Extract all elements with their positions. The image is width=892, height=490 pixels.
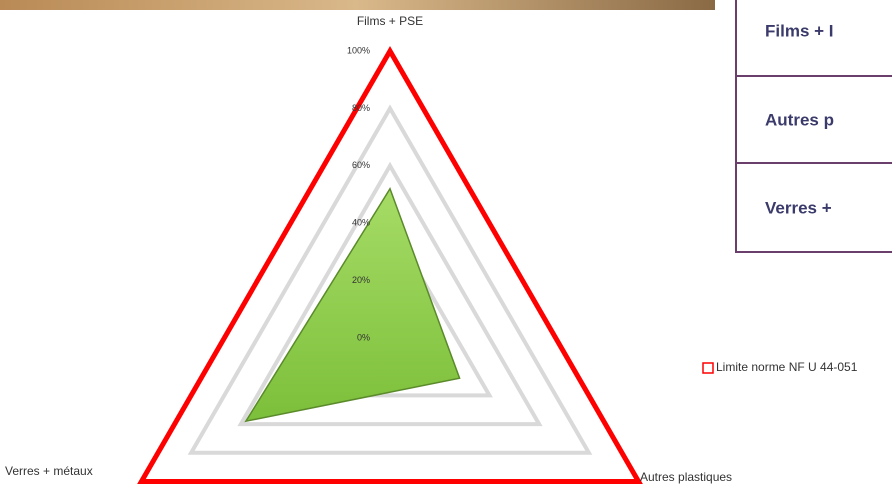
table-cell: Verres +	[765, 198, 832, 217]
series-area	[137, 46, 643, 484]
table-border	[735, 0, 892, 253]
tick-label: 0%	[357, 332, 370, 342]
tick-label: 80%	[352, 103, 370, 113]
tick-label: 40%	[352, 218, 370, 228]
category-label: Autres plastiques	[640, 470, 732, 484]
legend-label: Limite norme NF U 44-051	[716, 360, 858, 374]
category-label: Verres + métaux	[5, 464, 93, 478]
grid-ring	[237, 161, 543, 427]
data-table: Films + I Autres p Verres +	[735, 0, 892, 253]
legend-swatch	[702, 362, 714, 374]
category-label: Films + PSE	[357, 14, 423, 28]
table-cell: Films + I	[765, 21, 834, 40]
tick-label: 100%	[347, 45, 370, 55]
grid-ring	[187, 104, 593, 455]
tick-label: 60%	[352, 160, 370, 170]
tick-label: 20%	[352, 275, 370, 285]
photo-strip	[0, 0, 715, 10]
series-area	[244, 187, 461, 423]
table-cell: Autres p	[765, 110, 834, 129]
